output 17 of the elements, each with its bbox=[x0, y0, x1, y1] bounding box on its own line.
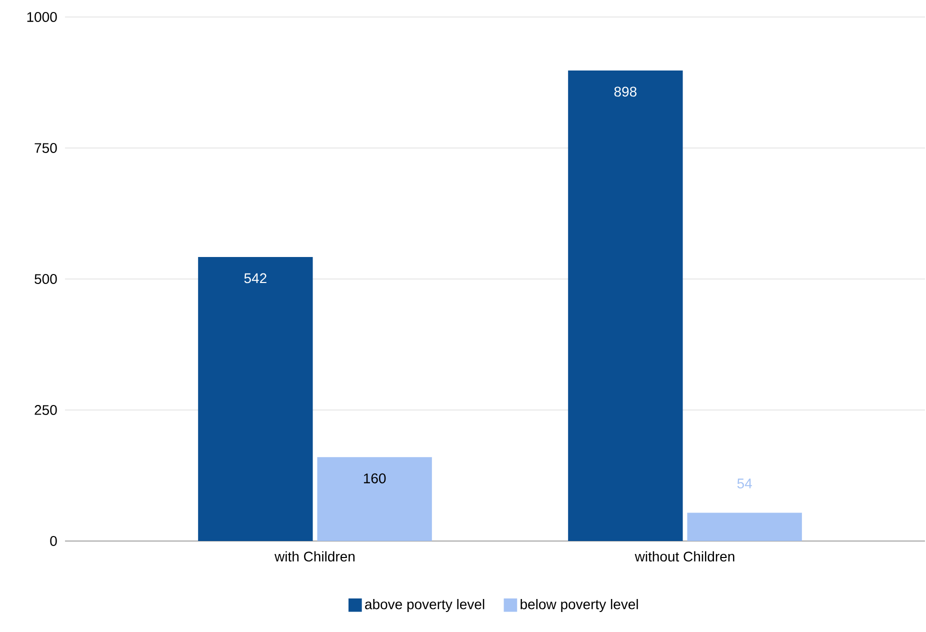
x-tick-label: without Children bbox=[634, 551, 734, 562]
y-tick-label: 250 bbox=[34, 405, 57, 415]
bar bbox=[568, 70, 683, 541]
bar bbox=[687, 512, 802, 541]
y-tick-label: 0 bbox=[50, 536, 57, 546]
bar bbox=[317, 457, 432, 541]
y-tick-label: 500 bbox=[34, 274, 57, 284]
legend-label: above poverty level bbox=[365, 598, 484, 612]
bar bbox=[198, 256, 313, 541]
data-label: 54 bbox=[737, 478, 752, 488]
data-label: 898 bbox=[614, 86, 636, 97]
legend-label: below poverty level bbox=[520, 598, 638, 612]
data-label: 542 bbox=[244, 273, 266, 284]
y-tick-label: 750 bbox=[34, 143, 57, 153]
y-tick-label: 1000 bbox=[27, 12, 57, 22]
x-tick-label: with Children bbox=[274, 551, 355, 562]
data-label: 160 bbox=[364, 473, 386, 484]
